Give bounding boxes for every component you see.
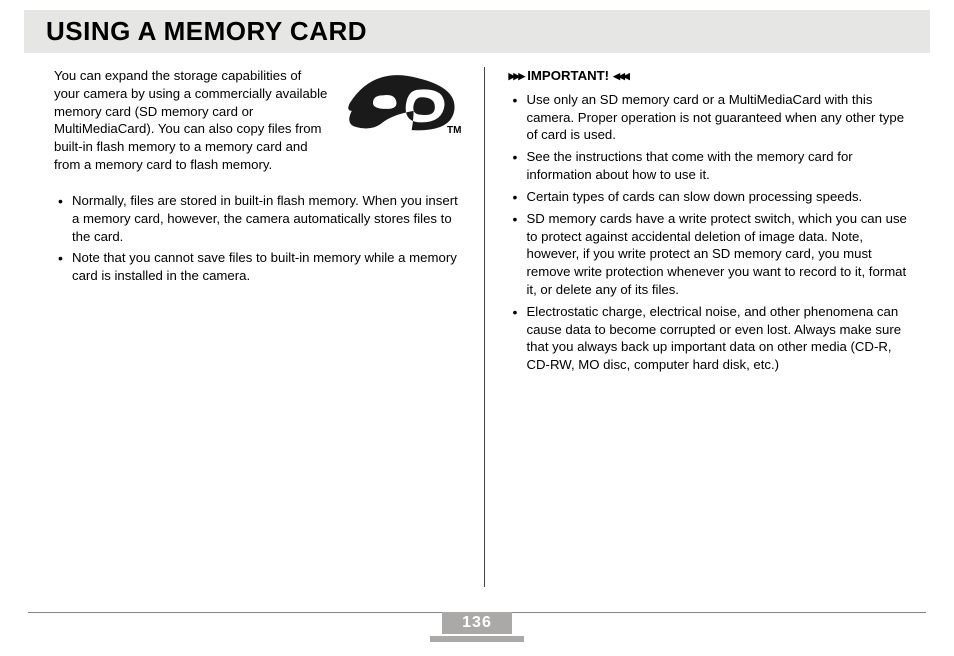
page-number: 136 bbox=[442, 612, 512, 634]
left-bullet-list: Normally, files are stored in built-in f… bbox=[54, 192, 460, 285]
list-item: SD memory cards have a write protect swi… bbox=[509, 210, 915, 299]
triangle-right-icon bbox=[509, 70, 524, 82]
important-heading: IMPORTANT! bbox=[509, 67, 915, 85]
list-item: See the instructions that come with the … bbox=[509, 148, 915, 184]
intro-row: You can expand the storage capabilities … bbox=[54, 67, 460, 174]
right-bullet-list: Use only an SD memory card or a MultiMed… bbox=[509, 91, 915, 374]
list-item: Normally, files are stored in built-in f… bbox=[54, 192, 460, 245]
sd-logo-icon: TM bbox=[344, 71, 460, 141]
list-item: Note that you cannot save files to built… bbox=[54, 249, 460, 285]
list-item: Use only an SD memory card or a MultiMed… bbox=[509, 91, 915, 144]
content-columns: You can expand the storage capabilities … bbox=[0, 53, 954, 587]
triangle-left-icon bbox=[613, 70, 628, 82]
intro-paragraph: You can expand the storage capabilities … bbox=[54, 67, 330, 174]
title-bar: USING A MEMORY CARD bbox=[24, 10, 930, 53]
page-number-wrap: 136 bbox=[0, 612, 954, 634]
trademark-label: TM bbox=[447, 124, 461, 138]
page-footer: 136 bbox=[0, 612, 954, 642]
list-item: Certain types of cards can slow down pro… bbox=[509, 188, 915, 206]
right-column: IMPORTANT! Use only an SD memory card or… bbox=[484, 67, 915, 587]
page-title: USING A MEMORY CARD bbox=[46, 16, 908, 47]
page-number-underline bbox=[430, 636, 524, 642]
left-column: You can expand the storage capabilities … bbox=[54, 67, 484, 587]
list-item: Electrostatic charge, electrical noise, … bbox=[509, 303, 915, 374]
important-label: IMPORTANT! bbox=[527, 67, 609, 85]
manual-page: USING A MEMORY CARD You can expand the s… bbox=[0, 10, 954, 656]
